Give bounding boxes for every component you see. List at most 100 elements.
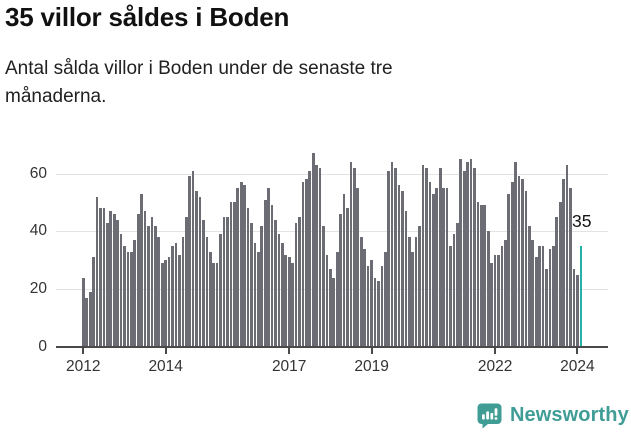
chart-bar <box>555 217 559 347</box>
subtitle-line-2: månaderna. <box>5 86 107 107</box>
chart-bar <box>123 246 126 347</box>
chart-bar <box>291 263 294 347</box>
chart-bar <box>256 252 260 347</box>
x-axis-tick-2017 <box>288 348 291 354</box>
chart-bar <box>140 194 144 347</box>
chart-bar <box>390 162 394 347</box>
chart-bar <box>270 205 274 347</box>
chart-bar <box>167 257 171 347</box>
chart-bar <box>332 278 336 347</box>
chart-bar <box>164 260 168 347</box>
chart-bar <box>353 168 356 347</box>
chart-bar <box>562 179 566 347</box>
chart-bar <box>171 246 174 347</box>
chart-bar <box>195 191 198 347</box>
chart-bar <box>99 208 102 347</box>
chart-bar <box>500 246 504 347</box>
x-axis-year-label: 2024 <box>560 358 595 375</box>
chart-bar <box>490 263 493 347</box>
chart-bar <box>198 197 202 347</box>
chart-bar <box>236 188 240 347</box>
chart-bar <box>431 194 435 347</box>
chart-bar <box>531 240 535 347</box>
chart-bar <box>459 159 463 347</box>
chart-bar <box>418 226 421 347</box>
chart-bar <box>425 168 428 347</box>
x-axis-tick-2022 <box>494 348 497 354</box>
chart-bar <box>284 255 288 347</box>
y-gridline-60 <box>56 174 608 175</box>
x-axis-year-label: 2022 <box>477 358 513 375</box>
chart-bar <box>383 252 387 347</box>
chart-bar <box>88 292 92 347</box>
chart-bar <box>545 269 548 347</box>
x-axis-tick-2024 <box>576 348 579 354</box>
chart-bar <box>219 234 222 347</box>
chart-bar <box>184 217 188 347</box>
chart-bar <box>411 252 415 347</box>
chart-bar <box>191 171 195 347</box>
x-axis-year-label: 2017 <box>271 358 307 375</box>
chart-bar <box>102 208 106 347</box>
chart-bar <box>401 191 404 347</box>
chart-bar <box>493 255 497 347</box>
chart-bar <box>366 266 370 347</box>
chart-bar <box>250 223 253 347</box>
chart-bar <box>504 240 507 347</box>
chart-bar <box>112 214 116 347</box>
chart-bar <box>143 211 147 347</box>
highlighted-current-bar <box>579 246 583 347</box>
chart-bar <box>116 220 119 347</box>
chart-bar <box>178 255 181 347</box>
chart-bar <box>174 243 178 347</box>
chart-bar <box>359 237 363 347</box>
chart-bar <box>130 252 133 347</box>
y-gridline-40 <box>56 231 608 232</box>
chart-bar <box>147 226 150 347</box>
chart-bar <box>497 255 500 347</box>
chart-bar <box>232 202 236 347</box>
x-axis-year-label: 2019 <box>354 358 389 375</box>
chart-bar <box>181 237 185 347</box>
chart-bar <box>325 255 329 347</box>
chart-bar <box>435 188 439 347</box>
chart-bar <box>469 159 473 347</box>
chart-bar <box>377 281 380 347</box>
chart-bar <box>246 208 250 347</box>
chart-bar <box>136 214 140 347</box>
chart-bar <box>95 197 99 347</box>
chart-bar <box>202 220 205 347</box>
chart-bar <box>253 243 257 347</box>
chart-bar <box>576 275 579 347</box>
chart-bar <box>414 237 418 347</box>
chart-bar <box>356 188 360 347</box>
x-axis-tick-2014 <box>164 348 167 354</box>
chart-bar <box>363 249 367 347</box>
chart-bar <box>277 234 281 347</box>
chart-bar <box>524 191 528 347</box>
chart-bar <box>387 171 391 347</box>
chart-bar <box>538 246 541 347</box>
chart-bar <box>541 246 545 347</box>
chart-bar <box>514 162 517 347</box>
chart-bar <box>318 168 322 347</box>
chart-bar <box>126 252 130 347</box>
chart-bar <box>528 226 531 347</box>
chart-bar <box>397 185 401 347</box>
chart-bar <box>133 240 137 347</box>
chart-bar <box>287 257 291 347</box>
newsworthy-branding: Newsworthy <box>476 400 629 430</box>
newsworthy-logo-icon <box>477 403 502 428</box>
chart-bar <box>150 217 154 347</box>
last-value-annotation: 35 <box>572 211 592 231</box>
chart-bar <box>510 182 514 347</box>
chart-bar <box>92 257 95 347</box>
chart-bar <box>281 243 284 347</box>
chart-bar <box>438 168 442 347</box>
chart-bar <box>322 226 325 347</box>
chart-bar <box>205 237 209 347</box>
chart-bar <box>106 223 109 347</box>
chart-bar <box>82 278 85 347</box>
chart-bar <box>466 162 469 347</box>
